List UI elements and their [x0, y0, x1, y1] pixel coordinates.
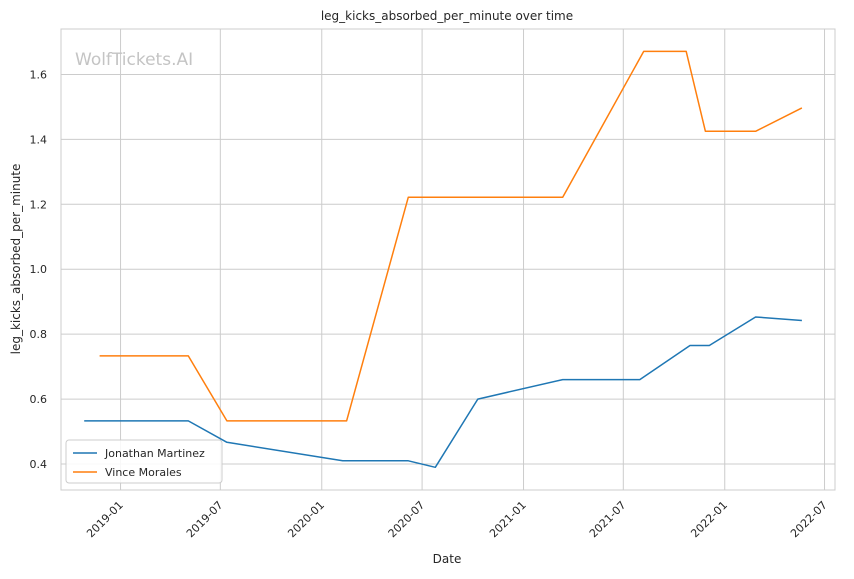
- y-axis-ticks: 0.4 0.6 0.8 1.0 1.2 1.4 1.6: [30, 68, 48, 471]
- grid: [61, 29, 835, 490]
- y-tick-label: 0.8: [30, 328, 48, 341]
- x-tick-label: 2021-01: [487, 499, 529, 541]
- series-line-vince-morales: [99, 50, 803, 422]
- plot-area: [60, 28, 836, 491]
- y-tick-label: 1.6: [30, 68, 48, 81]
- y-tick-label: 0.4: [30, 458, 48, 471]
- x-tick-label: 2019-07: [184, 499, 226, 541]
- legend-label-jonathan-martinez: Jonathan Martinez: [104, 447, 205, 460]
- y-tick-label: 1.4: [30, 133, 48, 146]
- x-tick-label: 2022-01: [688, 499, 730, 541]
- series-layer: [84, 50, 803, 469]
- x-tick-label: 2019-01: [84, 499, 126, 541]
- x-axis-ticks: 2019-01 2019-07 2020-01 2020-07 2021-01 2021-…: [84, 499, 830, 541]
- y-tick-label: 1.0: [30, 263, 48, 276]
- x-axis-title: Date: [433, 552, 462, 566]
- y-tick-label: 1.2: [30, 198, 48, 211]
- legend: Jonathan Martinez Vince Morales: [65, 439, 223, 484]
- chart-title: leg_kicks_absorbed_per_minute over time: [321, 9, 573, 23]
- x-tick-label: 2022-07: [788, 499, 830, 541]
- y-axis-title: leg_kicks_absorbed_per_minute: [9, 164, 23, 355]
- legend-box: [65, 439, 223, 484]
- watermark: WolfTickets.AI: [75, 50, 193, 70]
- y-tick-label: 0.6: [30, 393, 48, 406]
- series-line-jonathan-martinez: [84, 316, 802, 469]
- x-tick-label: 2021-07: [587, 499, 629, 541]
- x-tick-label: 2020-07: [386, 499, 428, 541]
- legend-label-vince-morales: Vince Morales: [105, 466, 182, 479]
- x-tick-label: 2020-01: [285, 499, 327, 541]
